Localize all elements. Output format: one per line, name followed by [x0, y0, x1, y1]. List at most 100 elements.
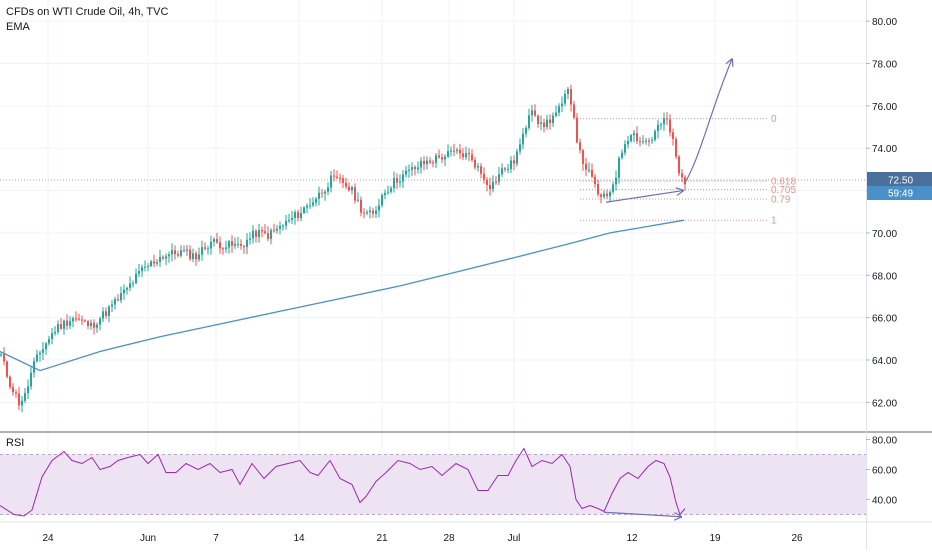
candle: [201, 240, 203, 261]
candle-body: [411, 167, 413, 170]
candle-body: [15, 392, 17, 394]
candle: [591, 163, 593, 179]
candle: [87, 319, 89, 330]
candle-body: [513, 160, 515, 164]
candle-body: [465, 153, 467, 158]
candle-body: [18, 393, 20, 406]
candle-body: [201, 247, 203, 255]
candle: [111, 300, 113, 313]
candle: [204, 242, 206, 251]
candle-body: [558, 106, 560, 113]
candle-body: [546, 119, 548, 128]
candle: [609, 190, 611, 202]
candle: [678, 155, 680, 177]
candle-body: [396, 178, 398, 183]
candle: [549, 114, 551, 130]
candle-body: [336, 176, 338, 178]
candle-body: [96, 324, 98, 328]
candle: [621, 149, 623, 160]
candle-body: [447, 151, 449, 157]
candle-body: [228, 241, 230, 248]
candle: [441, 153, 443, 164]
last-price-badge: [867, 172, 932, 187]
candle-body: [435, 155, 437, 163]
candle-body: [495, 181, 497, 183]
candle-body: [663, 118, 665, 125]
candle-body: [642, 141, 644, 143]
candle: [576, 113, 578, 144]
candle: [486, 177, 488, 192]
candle-body: [588, 169, 590, 171]
candle: [78, 313, 80, 321]
candle: [93, 319, 95, 335]
time-axis-label: 19: [709, 533, 721, 544]
candle-body: [501, 168, 503, 175]
candle: [294, 209, 296, 225]
candle: [180, 245, 182, 258]
candle-body: [372, 210, 374, 214]
candle: [435, 153, 437, 169]
candle: [648, 137, 650, 147]
candle-body: [63, 320, 65, 329]
axis-corner: [867, 523, 932, 550]
candle-body: [288, 219, 290, 222]
candle-body: [138, 271, 140, 274]
candle: [75, 311, 77, 322]
candle-body: [243, 245, 245, 247]
candle: [192, 248, 194, 263]
candle: [99, 316, 101, 331]
candle: [150, 259, 152, 268]
candle-body: [471, 154, 473, 160]
candle-body: [570, 89, 572, 105]
candle-body: [324, 191, 326, 194]
price-axis-label: 80.00: [872, 17, 897, 28]
candle: [30, 366, 32, 390]
candle: [177, 250, 179, 258]
candle-body: [498, 174, 500, 182]
candle: [360, 196, 362, 217]
candle-body: [378, 205, 380, 211]
candle: [450, 146, 452, 157]
candle-body: [474, 159, 476, 168]
candle-body: [87, 321, 89, 326]
projection-arrow: [683, 59, 732, 185]
candle-body: [240, 243, 242, 246]
candle: [618, 156, 620, 184]
candle-body: [648, 140, 650, 142]
candle-body: [159, 256, 161, 263]
candle-body: [99, 318, 101, 325]
candle: [171, 243, 173, 262]
candle: [465, 146, 467, 160]
candle-body: [468, 153, 470, 155]
candle: [654, 129, 656, 142]
candle-body: [174, 250, 176, 255]
candle: [0, 352, 2, 357]
candle: [624, 140, 626, 156]
candle-body: [567, 89, 569, 94]
candle-body: [219, 242, 221, 249]
candle: [39, 350, 41, 362]
candle: [375, 205, 377, 219]
candle-body: [477, 166, 479, 168]
candle: [546, 114, 548, 130]
candle-body: [171, 250, 173, 255]
candle: [357, 192, 359, 203]
rsi-line: [0, 447, 686, 517]
candle: [567, 86, 569, 100]
candle-body: [480, 166, 482, 174]
candle-body: [582, 150, 584, 164]
fib-level-label: 0.618: [771, 177, 796, 188]
candle-body: [123, 289, 125, 294]
candle: [456, 147, 458, 155]
candle: [582, 148, 584, 171]
candle: [471, 149, 473, 162]
candle-body: [375, 210, 377, 214]
time-axis-label: Jun: [140, 533, 156, 544]
candle-body: [633, 133, 635, 136]
candle-body: [177, 254, 179, 256]
candle-body: [603, 193, 605, 197]
candle-body: [597, 184, 599, 195]
candle: [159, 249, 161, 267]
